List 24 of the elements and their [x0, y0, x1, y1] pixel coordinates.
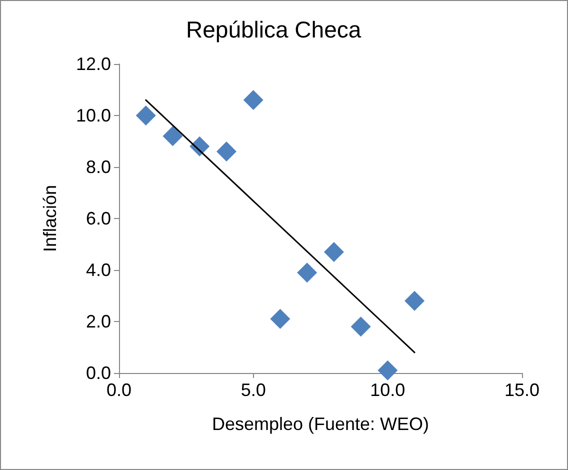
point [297, 262, 318, 283]
y-tick-label: 8.0 [86, 157, 111, 177]
point [324, 242, 344, 262]
point [162, 126, 183, 146]
chart-title: República Checa [186, 16, 362, 42]
point [350, 316, 371, 337]
y-tick-label: 0.0 [86, 363, 111, 383]
point [243, 90, 264, 110]
x-axis-title: Desempleo (Fuente: WEO) [212, 414, 430, 434]
y-tick-label: 2.0 [86, 312, 111, 332]
point [378, 360, 398, 380]
y-tick-label: 6.0 [86, 208, 111, 228]
point [404, 290, 425, 311]
x-tick-label: 10.0 [370, 380, 406, 400]
x-tick-label: 5.0 [240, 380, 266, 400]
y-tick-label: 4.0 [86, 260, 111, 280]
y-tick-label: 12.0 [76, 54, 111, 74]
x-tick-label: 0.0 [106, 380, 132, 400]
point [270, 308, 290, 329]
y-tick-label: 10.0 [76, 106, 111, 126]
x-tick-label: 15.0 [504, 380, 540, 400]
point [216, 142, 236, 162]
point [136, 106, 156, 126]
y-axis-title: Inflación [40, 184, 60, 252]
